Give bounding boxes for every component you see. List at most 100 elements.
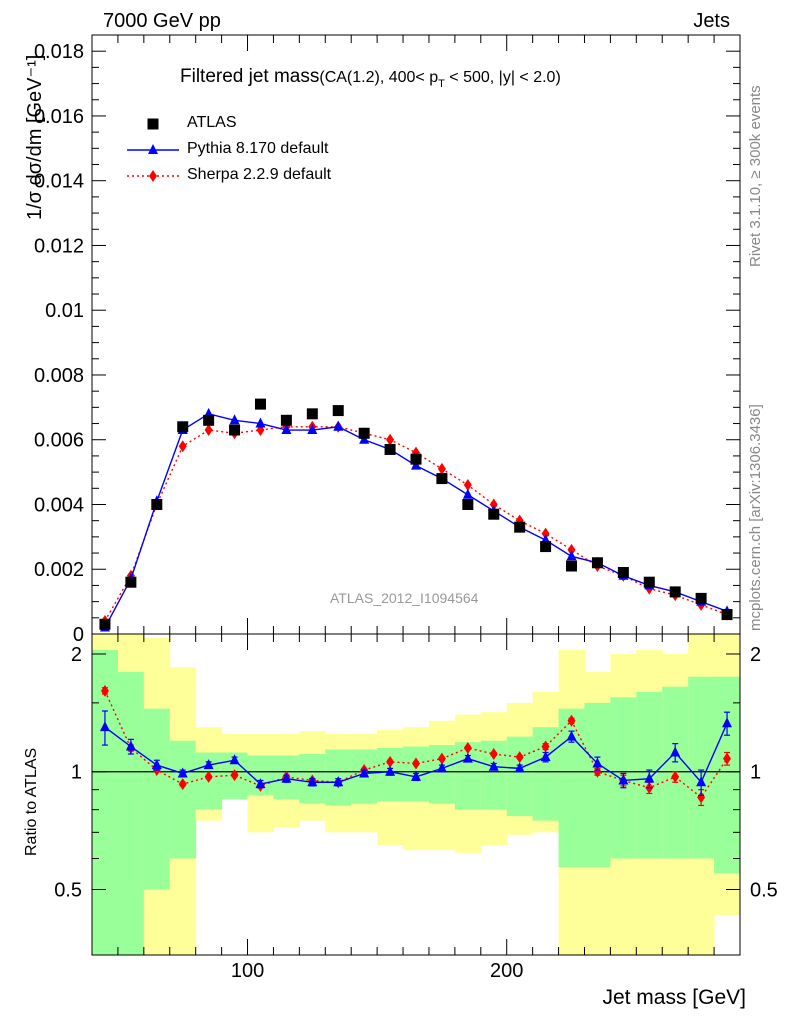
atlas-point [332,405,344,417]
atlas-point [358,427,370,439]
inner-band-bin [143,708,171,890]
pythia-ratio-point [385,765,396,776]
y-tick-label: 0.008 [34,365,84,387]
pythia-point [462,488,473,499]
legend-marker-pythia [148,144,158,154]
title-main: Filtered jet mass [180,66,320,87]
pythia-ratio-point [151,759,162,770]
header-right: Jets [693,10,730,32]
legend-label-pythia: Pythia 8.170 default [187,140,329,157]
sherpa-ratio-point [593,765,602,778]
atlas-point [540,541,552,553]
pythia-ratio-point [696,776,707,787]
legend: ATLAS Pythia 8.170 default Sherpa 2.2.9 … [125,112,385,190]
ratio-y-tick-label: 1 [71,762,82,784]
pythia-ratio-point [644,772,655,783]
pythia-ratio-point [514,762,525,773]
atlas-point [514,521,526,533]
pythia-ratio-point [722,717,733,728]
pythia-ratio-point [177,767,188,778]
x-tick-label: 100 [231,960,264,982]
mcplots-label: mcplots.cern.ch [arXiv:1306.3436] [747,404,764,631]
pythia-ratio-point [618,774,629,785]
atlas-point [306,408,318,420]
y-axis-label: 1/σ dσ/dm [GeV⁻¹] [24,54,46,220]
inner-band-bin [117,671,145,955]
header-left: 7000 GeV pp [103,10,221,32]
atlas-point [410,453,422,465]
inner-band-bin [688,676,715,859]
atlas-point [125,576,137,588]
sherpa-ratio-point [515,751,524,764]
pythia-ratio-point [592,757,603,768]
atlas-point [151,498,163,510]
sherpa-point [386,433,395,446]
ratio-frame [91,633,741,956]
watermark: ATLAS_2012_I1094564 [330,590,479,606]
atlas-point [617,566,629,578]
pythia-ratio-point [281,772,292,783]
atlas-point [99,618,111,630]
atlas-point [177,421,189,433]
pythia-ratio-point [307,776,318,787]
ratio-y-tick-label-right: 1 [750,762,761,784]
pythia-ratio-point [125,740,136,751]
atlas-point [203,414,215,426]
atlas-point [643,576,655,588]
pythia-ratio-point [436,762,447,773]
sherpa-ratio-point [671,770,680,783]
pythia-ratio-point [333,776,344,787]
sherpa-point [204,424,213,437]
y-tick-label: 0.012 [34,235,84,257]
pythia-point [333,420,344,431]
y-tick-label: 0.014 [34,171,84,193]
sherpa-ratio-point [723,752,732,765]
legend-label-sherpa: Sherpa 2.2.9 default [187,166,332,183]
inner-band-bin [714,676,741,874]
ratio-y-tick-label: 2 [71,644,82,666]
pythia-ratio-point [670,746,681,757]
atlas-point [591,557,603,569]
pythia-ratio-point [359,767,370,778]
legend-marker-atlas [147,118,159,130]
inner-band-bin [92,649,119,955]
sherpa-point [541,527,550,540]
pythia-point [307,424,318,435]
atlas-point [254,398,266,410]
pythia-ratio-point [488,760,499,771]
pythia-ratio-point [203,759,214,770]
ratio-y-tick-label-right: 2 [750,644,761,666]
x-axis-label: Jet mass [GeV] [602,986,746,1009]
legend-marker-sherpa [149,170,157,182]
ratio-y-axis-label: Ratio to ATLAS [23,747,40,856]
pythia-ratio-point [99,721,110,732]
sherpa-ratio-point [412,757,420,770]
title-sub-rest: < 500, |y| < 2.0) [444,69,561,86]
atlas-point [566,560,578,572]
sherpa-point [463,479,472,492]
atlas-point [384,443,396,455]
inner-band-bin [506,736,534,817]
atlas-point [488,508,500,520]
sherpa-ratio-point [697,791,706,804]
y-tick-label: 0.004 [34,494,84,516]
x-tick-label: 200 [490,960,523,982]
atlas-point [721,609,733,621]
y-tick-label: 0.002 [34,559,84,581]
pythia-point [255,417,266,428]
y-tick-label: 0.018 [34,41,84,63]
y-tick-label: 0.006 [34,430,84,452]
inner-band-bin [584,702,611,868]
pythia-point [229,414,240,425]
sherpa-ratio-point [386,755,395,768]
inner-band-bin [169,740,197,859]
atlas-point [436,473,448,485]
pythia-ratio-point [229,754,240,765]
atlas-point [695,592,707,604]
pythia-ratio-point [540,751,551,762]
sherpa-ratio-point [100,684,109,697]
sherpa-ratio-point [178,778,187,791]
sherpa-point [178,440,187,453]
atlas-point [462,498,474,510]
y-tick-label: 0.016 [34,106,84,128]
